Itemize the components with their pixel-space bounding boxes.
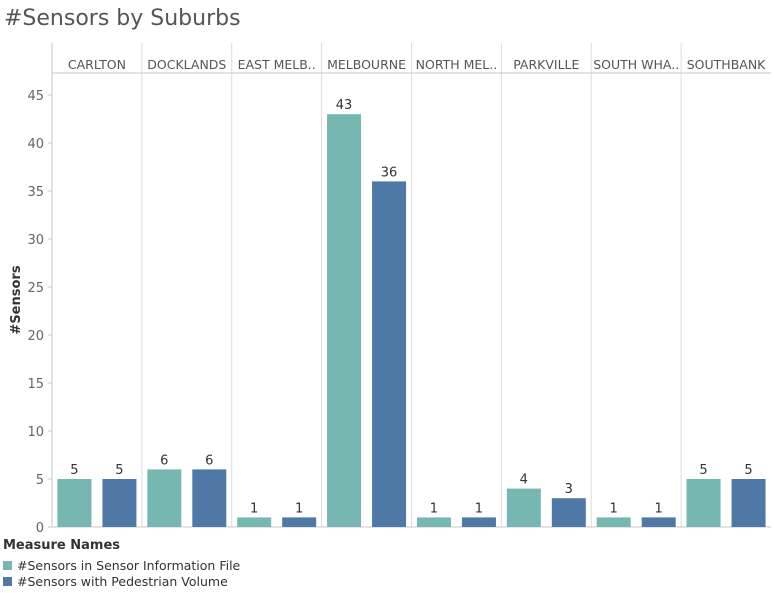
category-header: MELBOURNE — [327, 57, 406, 72]
data-label: 1 — [655, 501, 663, 516]
bar — [596, 517, 631, 527]
bar — [147, 469, 182, 527]
legend: Measure Names #Sensors in Sensor Informa… — [3, 538, 240, 589]
y-axis-title: #Sensors — [9, 265, 24, 334]
legend-item: #Sensors in Sensor Information File — [3, 557, 240, 573]
data-label: 1 — [295, 501, 303, 516]
y-tick-label: 40 — [27, 137, 44, 152]
y-tick-label: 5 — [36, 473, 44, 488]
bar — [641, 517, 676, 527]
category-header: CARLTON — [68, 57, 126, 72]
y-tick-label: 10 — [27, 425, 44, 440]
category-header: NORTH MEL.. — [416, 57, 498, 72]
bar — [416, 517, 451, 527]
legend-label: #Sensors with Pedestrian Volume — [17, 573, 228, 589]
data-label: 5 — [115, 463, 123, 478]
y-tick-label: 30 — [27, 233, 44, 248]
category-header: SOUTHBANK — [687, 57, 766, 72]
legend-swatch — [3, 576, 12, 586]
bar — [237, 517, 272, 527]
data-label: 6 — [160, 453, 168, 468]
legend-title: Measure Names — [3, 538, 121, 553]
bar — [506, 488, 541, 527]
y-tick-label: 35 — [27, 185, 44, 200]
category-header-row: CARLTON DOCKLANDS EAST MELB.. MELBOURNE NORT… — [68, 43, 766, 527]
data-label: 1 — [610, 501, 618, 516]
data-label: 1 — [250, 501, 258, 516]
data-label: 5 — [699, 463, 707, 478]
data-label: 43 — [336, 98, 353, 113]
data-label: 1 — [430, 501, 438, 516]
y-tick-label: 25 — [27, 281, 44, 296]
bar — [551, 498, 586, 527]
bar — [327, 114, 362, 527]
data-label: 6 — [205, 453, 213, 468]
bar — [102, 479, 137, 527]
data-label: 4 — [520, 473, 528, 488]
legend-label: #Sensors in Sensor Information File — [17, 557, 241, 573]
bar — [282, 517, 317, 527]
category-header: EAST MELB.. — [238, 57, 316, 72]
bar — [192, 469, 227, 527]
legend-swatch — [3, 560, 12, 570]
bar — [372, 181, 407, 527]
category-header: PARKVILLE — [513, 57, 579, 72]
y-tick-label: 0 — [36, 521, 44, 536]
category-header: SOUTH WHA.. — [593, 57, 679, 72]
data-label: 5 — [744, 463, 752, 478]
legend-item: #Sensors with Pedestrian Volume — [3, 573, 240, 589]
chart-title: #Sensors by Suburbs — [4, 6, 241, 31]
data-label: 1 — [475, 501, 483, 516]
bar — [57, 479, 92, 527]
bar — [731, 479, 766, 527]
data-label: 3 — [565, 482, 573, 497]
y-tick-label: 20 — [27, 329, 44, 344]
data-label: 36 — [381, 165, 398, 180]
bar — [686, 479, 721, 527]
y-tick-label: 45 — [27, 89, 44, 104]
data-label: 5 — [70, 463, 78, 478]
bars — [57, 114, 766, 527]
y-tick-label: 15 — [27, 377, 44, 392]
bar — [461, 517, 496, 527]
category-header: DOCKLANDS — [147, 57, 226, 72]
